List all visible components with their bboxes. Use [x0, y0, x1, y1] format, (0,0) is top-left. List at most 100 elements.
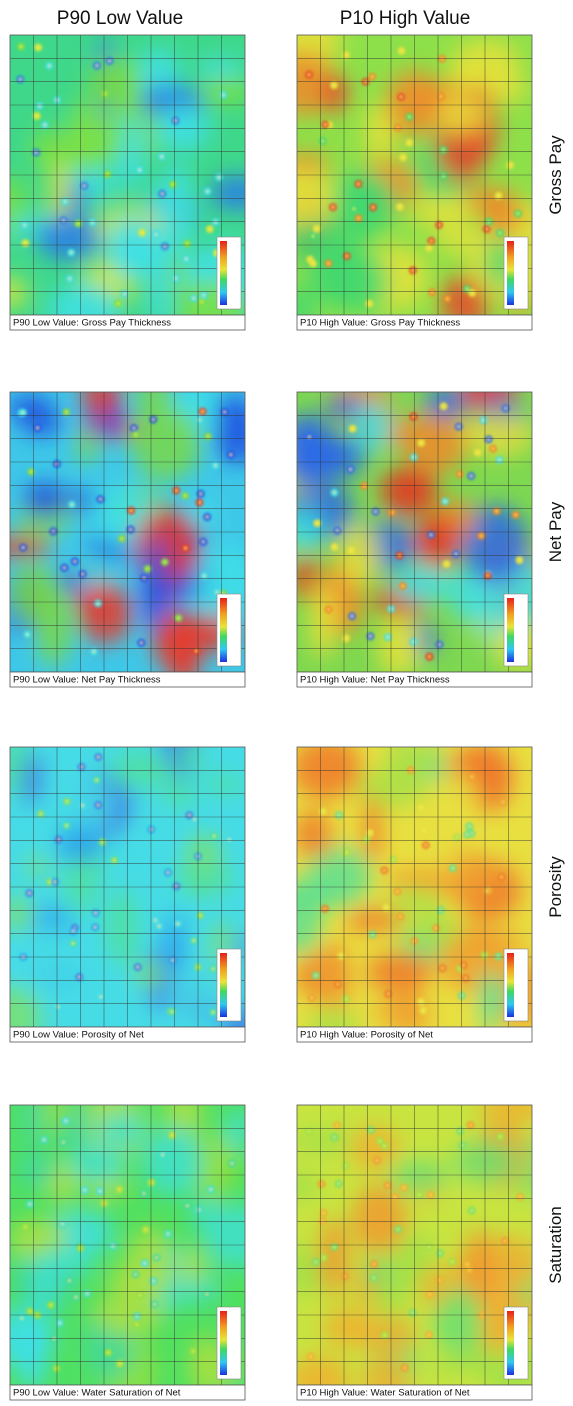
- map-panel: [276, 1089, 556, 1401]
- well-dot: [466, 1263, 468, 1265]
- well-dot: [468, 825, 470, 827]
- well-dot: [385, 906, 387, 908]
- well-dot: [177, 617, 179, 619]
- color-bar: [507, 598, 514, 662]
- surface-blob: [110, 214, 149, 279]
- well-dot: [483, 954, 485, 956]
- well-dot: [72, 942, 74, 944]
- well-dot: [161, 1153, 163, 1155]
- surface-blob: [294, 811, 333, 859]
- well-dot: [184, 547, 186, 549]
- well-dot: [146, 568, 148, 570]
- well-dot: [161, 193, 163, 195]
- well-dot: [402, 156, 404, 158]
- well-dot: [499, 1135, 501, 1137]
- page: {"column_headers": ["P90 Low Value", "P1…: [0, 0, 573, 1401]
- color-bar: [220, 241, 227, 305]
- well-dot: [308, 1130, 310, 1132]
- well-dot: [117, 302, 119, 304]
- well-dot: [61, 1223, 63, 1225]
- surface-blob: [47, 282, 119, 340]
- well-dot: [100, 996, 102, 998]
- caption: P10 High Value: Net Pay Thickness: [300, 675, 450, 686]
- well-dot: [130, 509, 132, 511]
- well-dot: [498, 459, 500, 461]
- well-dot: [353, 208, 355, 210]
- well-dot: [26, 633, 28, 635]
- well-dot: [485, 228, 487, 230]
- well-dot: [212, 1011, 214, 1013]
- well-dot: [119, 1362, 121, 1364]
- well-dot: [397, 1228, 399, 1230]
- well-dot: [81, 804, 83, 806]
- well-dot: [369, 832, 371, 834]
- well-dot: [373, 1263, 375, 1265]
- well-dot: [134, 1273, 136, 1275]
- well-dot: [350, 549, 352, 551]
- well-dot: [470, 1209, 472, 1211]
- well-dot: [466, 288, 468, 290]
- well-dot: [418, 1194, 420, 1196]
- well-dot: [96, 64, 98, 66]
- well-dot: [203, 294, 205, 296]
- well-dot: [455, 553, 457, 555]
- surface-blob: [388, 1159, 449, 1193]
- well-dot: [21, 1317, 23, 1319]
- well-dot: [198, 419, 200, 421]
- well-dot: [383, 1145, 385, 1147]
- well-dot: [345, 637, 347, 639]
- well-dot: [48, 65, 50, 67]
- well-dot: [309, 258, 311, 260]
- well-dot: [213, 835, 215, 837]
- well-dot: [459, 1130, 461, 1132]
- well-dot: [24, 242, 26, 244]
- well-dot: [99, 498, 101, 500]
- well-dot: [202, 541, 204, 543]
- well-dot: [327, 608, 329, 610]
- well-dot: [379, 1140, 381, 1142]
- well-dot: [369, 635, 371, 637]
- well-dot: [430, 534, 432, 536]
- well-dot: [231, 1162, 233, 1164]
- caption: P10 High Value: Porosity of Net: [300, 1030, 433, 1041]
- well-dot: [308, 436, 310, 438]
- well-dot: [43, 1139, 45, 1141]
- well-dot: [444, 500, 446, 502]
- well-dot: [442, 405, 444, 407]
- well-dot: [69, 277, 71, 279]
- well-dot: [349, 468, 351, 470]
- well-dot: [155, 1256, 157, 1258]
- well-dot: [86, 1292, 88, 1294]
- well-dot: [72, 930, 74, 932]
- well-dot: [399, 206, 401, 208]
- surface-blob: [415, 515, 459, 569]
- well-dot: [387, 993, 389, 995]
- well-dot: [435, 927, 437, 929]
- row-label: Net Pay: [546, 501, 565, 562]
- well-dot: [500, 876, 502, 878]
- well-dot: [468, 1268, 470, 1270]
- well-dot: [492, 447, 494, 449]
- well-dot: [175, 489, 177, 491]
- column-header: P90 Low Value: [57, 8, 183, 29]
- well-dot: [201, 410, 203, 412]
- well-dot: [370, 1129, 372, 1131]
- well-dot: [138, 169, 140, 171]
- well-dot: [332, 206, 334, 208]
- surface-blob: [139, 804, 173, 839]
- well-dot: [222, 94, 224, 96]
- well-dot: [121, 537, 123, 539]
- well-dot: [140, 642, 142, 644]
- well-dot: [315, 974, 317, 976]
- well-dot: [495, 510, 497, 512]
- surface-blob: [197, 58, 242, 78]
- surface-blob: [23, 482, 66, 519]
- row-label: Saturation: [546, 1206, 565, 1284]
- well-dot: [387, 636, 389, 638]
- well-dot: [22, 546, 24, 548]
- well-dot: [429, 1293, 431, 1295]
- well-dot: [430, 240, 432, 242]
- well-dot: [403, 1367, 405, 1369]
- well-dot: [333, 546, 335, 548]
- well-dot: [185, 258, 187, 260]
